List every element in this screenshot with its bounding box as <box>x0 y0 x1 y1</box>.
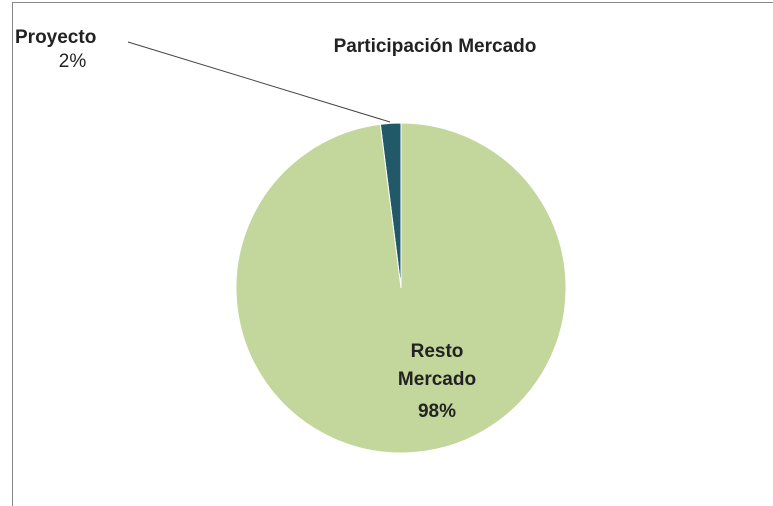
pie-slice <box>235 122 567 454</box>
slice-value-label: 98% <box>417 401 457 422</box>
slice-value-label: 2% <box>58 51 87 72</box>
slice-category-label: Resto Mercado <box>397 341 477 390</box>
chart-title: Participación Mercado <box>333 36 537 57</box>
leader-line <box>127 41 391 123</box>
slice-category-label: Proyecto <box>15 27 97 48</box>
